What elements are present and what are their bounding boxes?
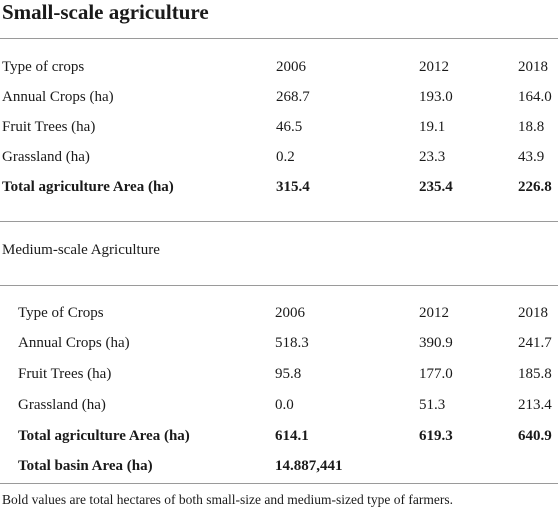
row-label: Annual Crops (ha) (2, 89, 114, 105)
column-header-2012: 2012 (419, 59, 449, 75)
table-cell: 18.8 (518, 119, 545, 135)
total-cell: 315.4 (276, 179, 310, 195)
table-cell: 23.3 (419, 149, 446, 165)
table-cell: 193.0 (419, 89, 453, 105)
table-cell: 0.0 (275, 397, 294, 413)
table-cell: 390.9 (419, 335, 453, 351)
row-label: Fruit Trees (ha) (2, 119, 96, 135)
table-cell: 177.0 (419, 366, 453, 382)
table-title: Small-scale agriculture (2, 0, 209, 24)
row-label: Fruit Trees (ha) (18, 366, 112, 382)
table-cell: 213.4 (518, 397, 552, 413)
section-rule (0, 221, 558, 222)
table-cell: 164.0 (518, 89, 552, 105)
table-cell: 51.3 (419, 397, 446, 413)
section-rule (0, 285, 558, 286)
bottom-rule (0, 483, 558, 484)
table-cell: 0.2 (276, 149, 295, 165)
table-cell: 19.1 (419, 119, 446, 135)
column-header-type: Type of Crops (18, 305, 104, 321)
column-header-2006: 2006 (275, 305, 305, 321)
total-row-label: Total agriculture Area (ha) (18, 428, 190, 444)
table-cell: 46.5 (276, 119, 303, 135)
table-footnote: Bold values are total hectares of both s… (2, 492, 453, 507)
basin-row-label: Total basin Area (ha) (18, 458, 153, 474)
total-cell: 619.3 (419, 428, 453, 444)
total-row-label: Total agriculture Area (ha) (2, 179, 174, 195)
row-label: Grassland (ha) (2, 149, 90, 165)
column-header-2012: 2012 (419, 305, 449, 321)
table-cell: 95.8 (275, 366, 302, 382)
total-cell: 614.1 (275, 428, 309, 444)
total-cell: 226.8 (518, 179, 552, 195)
total-cell: 235.4 (419, 179, 453, 195)
row-label: Grassland (ha) (18, 397, 106, 413)
table-cell: 518.3 (275, 335, 309, 351)
table-cell: 185.8 (518, 366, 552, 382)
basin-cell: 14.887,441 (275, 458, 343, 474)
top-rule (0, 38, 558, 39)
column-header-2018: 2018 (518, 59, 548, 75)
row-label: Annual Crops (ha) (18, 335, 130, 351)
total-cell: 640.9 (518, 428, 552, 444)
column-header-2006: 2006 (276, 59, 306, 75)
table-cell: 43.9 (518, 149, 545, 165)
table-cell: 241.7 (518, 335, 552, 351)
column-header-2018: 2018 (518, 305, 548, 321)
column-header-type: Type of crops (2, 59, 85, 75)
section-title: Medium-scale Agriculture (2, 242, 160, 258)
table-cell: 268.7 (276, 89, 310, 105)
